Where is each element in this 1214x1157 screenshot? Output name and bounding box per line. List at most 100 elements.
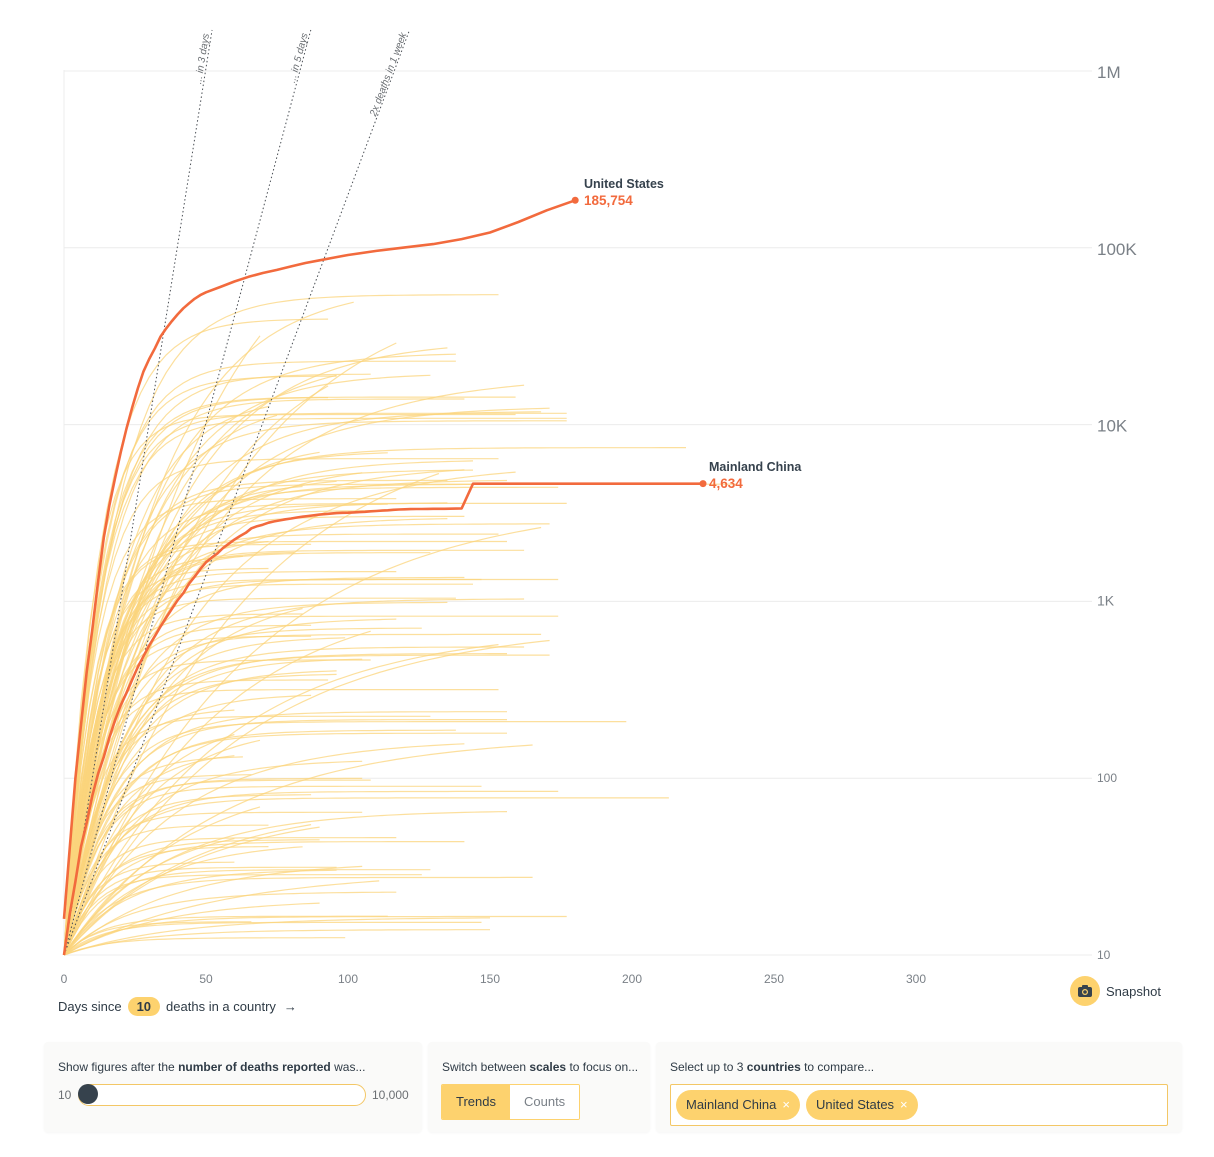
background-country-line — [63, 597, 456, 956]
scales-label-bold: scales — [529, 1060, 567, 1074]
doubling-line — [63, 29, 410, 956]
threshold-pill[interactable]: 10 — [127, 997, 161, 1016]
background-country-line — [63, 760, 363, 956]
background-country-line — [63, 777, 363, 956]
highlighted-country-endpoint — [699, 480, 707, 488]
deaths-label-bold: number of deaths reported — [178, 1060, 331, 1074]
background-country-line — [63, 607, 303, 956]
highlighted-country-endpoint — [571, 196, 579, 204]
background-country-line — [63, 841, 465, 956]
countries-label: Select up to 3 countries to compare... — [670, 1060, 874, 1074]
scale-counts-button[interactable]: Counts — [509, 1085, 580, 1119]
background-country-line — [63, 552, 431, 956]
background-country-line — [63, 715, 431, 956]
background-country-line — [63, 615, 559, 956]
background-country-line — [63, 469, 465, 956]
label-us-value: 185,754 — [584, 193, 633, 208]
background-country-line — [63, 412, 567, 956]
background-country-line — [63, 518, 448, 956]
deaths-slider-track[interactable] — [78, 1084, 366, 1106]
highlighted-country-line — [62, 199, 576, 920]
remove-china-icon[interactable]: × — [782, 1097, 790, 1112]
doubling-line-label: 2x deaths in 1 week — [368, 30, 410, 119]
slider-max-label: 10,000 — [372, 1088, 409, 1102]
background-country-line — [63, 824, 269, 956]
background-country-line — [63, 342, 397, 956]
background-country-line — [63, 384, 525, 956]
background-country-line — [63, 347, 448, 956]
deaths-label-prefix: Show figures after the — [58, 1060, 175, 1074]
background-country-line — [63, 294, 499, 956]
background-country-line — [63, 733, 235, 956]
background-country-line — [63, 658, 363, 956]
background-country-line — [63, 385, 329, 956]
background-country-line — [63, 555, 243, 956]
y-tick-label: 10K — [1097, 417, 1128, 436]
background-country-line — [63, 806, 261, 956]
background-country-line — [63, 578, 559, 956]
background-country-line — [63, 420, 567, 956]
background-country-line — [63, 869, 337, 956]
background-country-line — [63, 407, 550, 956]
label-china-name: Mainland China — [709, 460, 802, 474]
background-country-line — [63, 915, 567, 956]
background-country-line — [63, 721, 627, 956]
country-chip-china[interactable]: Mainland China × — [676, 1090, 800, 1120]
scale-trends-button[interactable]: Trends — [442, 1085, 510, 1119]
y-axis-ticks: 10 100 1K 10K 100K 1M — [1097, 63, 1137, 962]
background-country-line — [63, 866, 337, 956]
x-axis-suffix: deaths in a country — [166, 999, 276, 1014]
background-country-line — [63, 654, 550, 956]
background-country-line — [63, 837, 397, 956]
x-axis-ticks: 0 50 100 150 200 250 300 — [61, 972, 927, 986]
background-country-line — [63, 755, 235, 956]
background-country-line — [63, 523, 550, 956]
country-labels: United States 185,754 Mainland China 4,6… — [584, 177, 802, 491]
background-country-line — [63, 756, 243, 956]
scales-panel: Switch between scales to focus on... Tre… — [428, 1042, 650, 1132]
background-country-line — [63, 374, 431, 956]
camera-icon — [1070, 976, 1100, 1006]
background-country-line — [63, 921, 482, 956]
background-country-line — [63, 318, 329, 956]
background-country-line — [63, 826, 320, 956]
background-country-line — [63, 374, 337, 956]
snapshot-button[interactable]: Snapshot — [1070, 976, 1161, 1006]
deaths-slider-handle[interactable] — [78, 1084, 98, 1104]
y-tick-label: 10 — [1097, 948, 1111, 962]
y-tick-label: 1M — [1097, 63, 1121, 82]
background-country-lines — [63, 294, 738, 956]
background-country-line — [63, 794, 312, 956]
background-country-line — [63, 460, 474, 956]
label-china-value: 4,634 — [709, 476, 743, 491]
scales-label-suffix: to focus on... — [569, 1060, 639, 1074]
background-country-line — [63, 486, 559, 956]
y-tick-label: 1K — [1097, 592, 1115, 608]
chart: ... in 3 days ... in 5 days 2x deaths in 1… — [61, 29, 1137, 986]
doubling-reference-lines: ... in 3 days ... in 5 days 2x deaths in 1… — [63, 29, 410, 956]
country-chip-china-label: Mainland China — [686, 1097, 777, 1112]
arrow-right-icon: → — [283, 999, 297, 1014]
countries-panel: Select up to 3 countries to compare... M… — [656, 1042, 1182, 1132]
remove-us-icon[interactable]: × — [900, 1097, 908, 1112]
x-axis-caption: Days since 10 deaths in a country → — [58, 997, 297, 1016]
background-country-line — [63, 601, 448, 956]
background-country-line — [63, 689, 499, 956]
background-country-line — [63, 915, 388, 956]
background-country-line — [63, 902, 320, 956]
background-country-line — [63, 880, 380, 956]
background-country-line — [63, 502, 567, 956]
background-country-line — [63, 739, 261, 956]
highlighted-country-line — [62, 482, 703, 956]
country-selector-input[interactable]: Mainland China × United States × — [670, 1084, 1168, 1126]
country-chip-us[interactable]: United States × — [806, 1090, 918, 1120]
background-country-line — [63, 790, 559, 956]
background-country-line — [63, 891, 397, 956]
background-country-line — [63, 398, 465, 956]
background-country-line — [63, 576, 465, 956]
doubling-line-label: ... in 3 days — [193, 33, 212, 85]
background-country-line — [63, 865, 363, 956]
countries-label-bold: countries — [746, 1060, 801, 1074]
doubling-line — [63, 29, 213, 956]
background-country-line — [63, 659, 371, 956]
